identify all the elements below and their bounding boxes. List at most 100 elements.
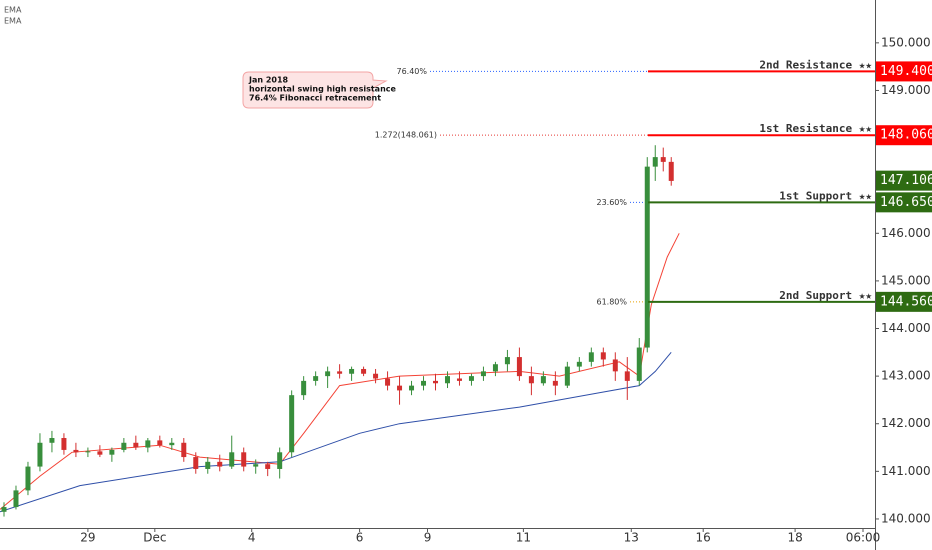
y-tick-label: 144.000 [881, 321, 931, 335]
candle-body [181, 442, 187, 458]
y-tick-label: 145.000 [881, 273, 931, 287]
candle-body [564, 366, 570, 386]
candle-body [612, 359, 618, 372]
candle-body [253, 464, 259, 467]
level-label: 1st Support ★★ [779, 189, 872, 202]
y-tick-label: 143.000 [881, 369, 931, 383]
fib-label: 23.60% [596, 198, 627, 207]
x-tick-label: Dec [143, 531, 166, 545]
fib-label: 76.40% [396, 67, 427, 76]
fib-label: 1.272(148.061) [375, 131, 437, 140]
price-tag-label: 148.060 [880, 128, 932, 143]
candle-body [193, 457, 199, 469]
y-tick-label: 150.000 [881, 35, 931, 49]
candle-body [37, 442, 43, 467]
candle-body [289, 395, 295, 453]
candle-body [109, 449, 115, 455]
x-tick-label: 29 [80, 531, 95, 545]
candle-body [528, 376, 534, 384]
price-tag-label: 146.650 [880, 195, 932, 210]
candle-body [277, 452, 283, 469]
candle-body [576, 361, 582, 367]
x-tick-label: 13 [624, 531, 639, 545]
candle-body [73, 449, 79, 453]
candle-body [644, 166, 650, 348]
x-tick-label: 06:00 [846, 531, 881, 545]
fib-label: 61.80% [596, 297, 627, 306]
candle-body [313, 376, 319, 381]
candle-body [301, 380, 307, 396]
candle-body [552, 380, 558, 386]
y-tick-label: 141.000 [881, 464, 931, 478]
level-label: 2nd Resistance ★★ [759, 58, 872, 71]
candle-body [385, 378, 391, 386]
candle-body [85, 451, 91, 453]
candle-body [373, 373, 379, 379]
candle-body [540, 376, 546, 384]
x-tick-label: 4 [248, 531, 256, 545]
candle-body [1, 507, 7, 512]
candle-body [325, 371, 331, 377]
annotation-line: 76.4% Fibonacci retracement [249, 94, 381, 103]
candle-body [229, 452, 235, 467]
candle-body [588, 352, 594, 362]
candle-body [504, 357, 510, 365]
x-tick-label: 16 [696, 531, 711, 545]
candle-body [205, 461, 211, 469]
annotation-line: horizontal swing high resistance [249, 85, 397, 94]
x-tick-label: 9 [424, 531, 432, 545]
candle-body [49, 438, 55, 443]
legend-entry: EMA [4, 6, 22, 15]
ema-line [0, 351, 672, 513]
price-tag [876, 291, 932, 312]
candle-body [421, 380, 427, 386]
x-tick-label: 11 [516, 531, 531, 545]
y-tick-label: 146.000 [881, 226, 931, 240]
legend-entry: EMA [4, 17, 22, 26]
y-tick-label: 140.000 [881, 511, 931, 525]
candle-body [397, 385, 403, 391]
last-price-tag [876, 170, 932, 191]
level-label: 2nd Support ★★ [779, 289, 872, 302]
candle-body [660, 157, 666, 162]
candle-body [668, 161, 674, 181]
candle-body [516, 357, 522, 377]
candle-body [217, 461, 223, 467]
price-tag-label: 149.400 [880, 64, 932, 79]
y-tick-label: 142.000 [881, 416, 931, 430]
candle-body [456, 378, 462, 381]
candle-body [624, 371, 630, 381]
price-tag [876, 125, 932, 146]
candle-body [145, 440, 151, 448]
candle-body [636, 347, 642, 381]
candle-body [121, 442, 127, 450]
candle-body [480, 371, 486, 377]
candle-body [133, 442, 139, 448]
candle-body [600, 352, 606, 360]
candle-body [433, 380, 439, 384]
candle-body [361, 368, 367, 374]
candle-body [265, 464, 271, 469]
x-tick-label: 18 [787, 531, 802, 545]
level-label: 1st Resistance ★★ [759, 122, 872, 135]
candle-body [61, 438, 67, 450]
candle-body [25, 466, 31, 491]
candle-body [349, 368, 355, 374]
candle-body [241, 452, 247, 467]
price-tag [876, 192, 932, 213]
candle-body [13, 490, 19, 508]
last-price-label: 147.106 [880, 173, 932, 188]
price-tag-label: 144.560 [880, 294, 932, 309]
annotation-box [242, 71, 388, 109]
candle-body [409, 385, 415, 391]
candle-body [444, 376, 450, 384]
candle-body [157, 440, 163, 446]
annotation-line: Jan 2018 [248, 76, 289, 85]
candle-body [337, 371, 343, 374]
candle-body [652, 157, 658, 167]
candle-body [468, 376, 474, 381]
candle-body [97, 451, 103, 455]
candle-body [169, 442, 175, 446]
